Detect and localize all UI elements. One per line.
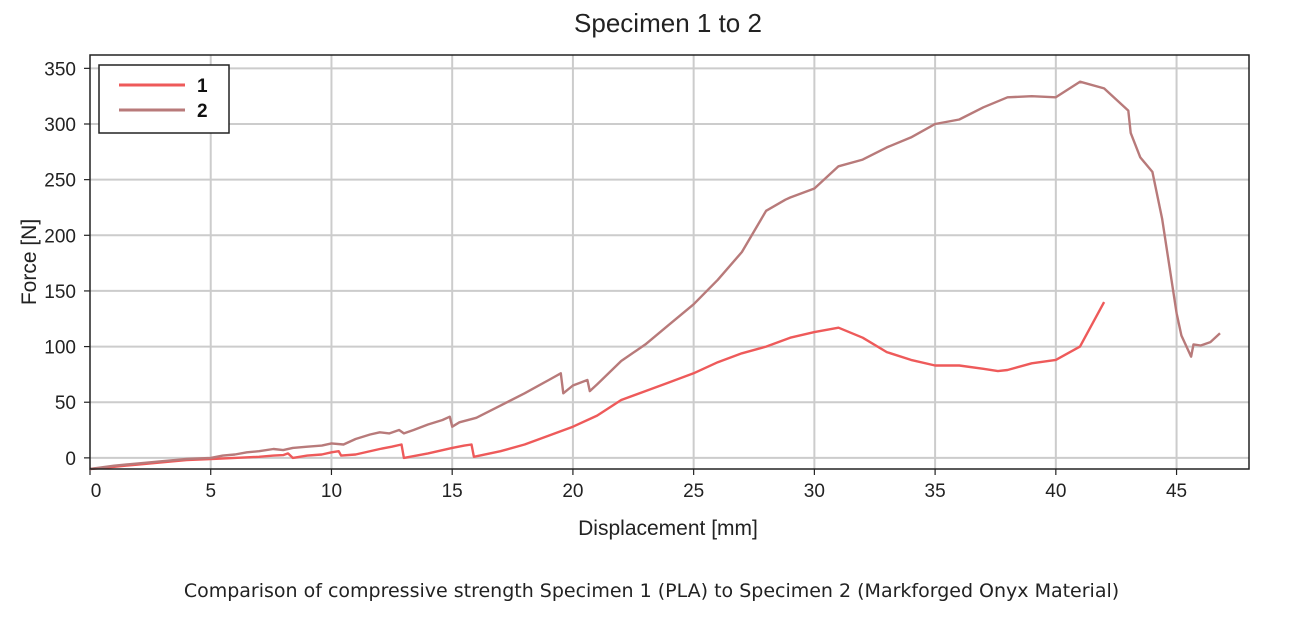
figure-caption: Comparison of compressive strength Speci… xyxy=(183,580,1120,602)
y-tick-label: 250 xyxy=(44,171,76,192)
x-tick-label: 5 xyxy=(205,481,216,502)
y-tick-label: 150 xyxy=(44,282,76,303)
chart-title: Specimen 1 to 2 xyxy=(574,8,762,38)
series-line-2 xyxy=(89,80,1221,471)
x-ticks: 0 5 10 15 20 25 30 35 40 45 xyxy=(89,469,1187,502)
legend: 12 xyxy=(98,64,230,134)
x-tick-label: 20 xyxy=(562,481,583,502)
x-tick-label: 40 xyxy=(1045,481,1066,502)
y-tick-label: 200 xyxy=(44,226,76,247)
legend-box xyxy=(98,64,230,134)
y-tick-label: 50 xyxy=(55,393,76,414)
x-tick-label: 30 xyxy=(804,481,825,502)
legend-label-2: 2 xyxy=(197,101,208,122)
x-axis-label: Displacement [mm] xyxy=(578,517,758,540)
series-lines xyxy=(89,80,1221,471)
y-tick-label: 300 xyxy=(44,115,76,136)
series-line-1 xyxy=(89,301,1106,471)
y-axis-label: Force [N] xyxy=(18,219,41,305)
y-tick-label: 350 xyxy=(44,59,76,80)
x-tick-label: 0 xyxy=(91,481,102,502)
x-tick-label: 45 xyxy=(1166,481,1187,502)
plot-frame xyxy=(89,54,1250,470)
y-tick-label: 100 xyxy=(44,338,76,359)
x-tick-label: 15 xyxy=(442,481,463,502)
y-tick-label: 0 xyxy=(65,449,76,470)
x-tick-label: 35 xyxy=(925,481,946,502)
y-ticks: 0 50 100 150 200 250 300 350 xyxy=(44,59,90,470)
x-tick-label: 25 xyxy=(683,481,704,502)
x-tick-label: 10 xyxy=(321,481,342,502)
legend-label-1: 1 xyxy=(197,76,208,97)
chart-svg: Specimen 1 to 2 0 5 10 15 20 25 30 35 40 45 05010… xyxy=(18,8,1250,540)
grid xyxy=(90,55,1249,469)
